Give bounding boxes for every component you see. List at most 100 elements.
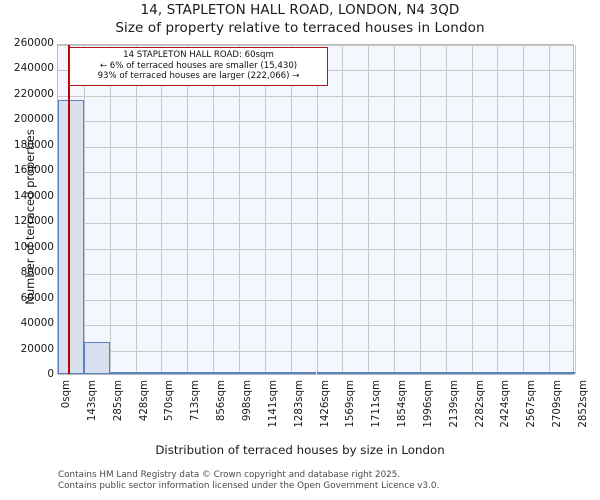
footer-line-1: Contains HM Land Registry data © Crown c…	[58, 470, 401, 480]
y-tick-label: 40000	[20, 317, 54, 330]
bar	[523, 372, 550, 374]
x-tick-label: 1141sqm	[267, 380, 279, 428]
chart-subtitle: Size of property relative to terraced ho…	[115, 20, 485, 36]
y-tick-label: 200000	[13, 113, 54, 126]
plot-area	[57, 44, 576, 375]
y-tick-label: 160000	[13, 164, 54, 177]
gridline-horizontal	[58, 121, 573, 123]
bar	[549, 372, 575, 374]
annotation-line-2: ← 6% of terraced houses are smaller (15,…	[99, 60, 298, 71]
bar	[187, 372, 214, 374]
x-tick-label: 428sqm	[138, 380, 150, 422]
gridline-horizontal	[58, 274, 573, 276]
property-marker-line	[68, 45, 70, 374]
gridline-vertical	[497, 45, 499, 374]
gridline-vertical	[290, 45, 292, 374]
gridline-vertical	[213, 45, 215, 374]
y-tick-label: 100000	[13, 240, 54, 253]
bar	[135, 372, 162, 374]
x-tick-label: 856sqm	[216, 380, 228, 422]
bar	[342, 372, 369, 374]
y-tick-label: 80000	[20, 266, 54, 279]
x-tick-label: 0sqm	[61, 380, 72, 409]
bar	[445, 372, 472, 374]
x-tick-label: 1426sqm	[319, 380, 331, 428]
gridline-vertical	[342, 45, 344, 374]
footer-attribution: Contains HM Land Registry data © Crown c…	[58, 470, 598, 491]
gridline-horizontal	[58, 325, 573, 327]
x-tick-label: 1569sqm	[345, 380, 357, 428]
bar	[264, 372, 291, 374]
gridline-vertical	[135, 45, 137, 374]
bar	[290, 372, 317, 374]
y-tick-label: 0	[47, 368, 54, 380]
gridline-vertical	[316, 45, 318, 374]
gridline-horizontal	[58, 95, 573, 97]
x-tick-label: 1996sqm	[422, 380, 434, 428]
gridline-horizontal	[58, 45, 573, 46]
x-tick-label: 2567sqm	[526, 380, 538, 428]
gridline-horizontal	[58, 350, 573, 352]
gridline-vertical	[368, 45, 370, 374]
x-tick-label: 2709sqm	[552, 380, 564, 428]
bar	[109, 372, 136, 374]
x-tick-label: 713sqm	[190, 380, 202, 422]
y-tick-label: 220000	[13, 87, 54, 100]
y-tick-label: 20000	[20, 342, 54, 355]
bar	[238, 372, 265, 374]
bar	[83, 341, 110, 374]
gridline-horizontal	[58, 172, 573, 174]
gridline-vertical	[549, 45, 551, 374]
gridline-vertical	[419, 45, 421, 374]
y-tick-label: 140000	[13, 189, 54, 202]
bar	[419, 372, 446, 374]
x-tick-label: 998sqm	[241, 380, 253, 422]
y-tick-label: 240000	[13, 62, 54, 75]
gridline-vertical	[445, 45, 447, 374]
gridline-vertical	[264, 45, 266, 374]
x-tick-label: 570sqm	[164, 380, 176, 422]
bar	[394, 372, 420, 374]
x-tick-label: 1711sqm	[371, 380, 383, 428]
gridline-vertical	[109, 45, 111, 374]
gridline-horizontal	[58, 197, 573, 199]
gridline-vertical	[523, 45, 525, 374]
annotation-line-3: 93% of terraced houses are larger (222,0…	[97, 71, 300, 82]
y-tick-label: 60000	[20, 291, 54, 304]
bar	[497, 372, 524, 374]
x-tick-label: 285sqm	[112, 380, 124, 422]
gridline-vertical	[238, 45, 240, 374]
bar	[161, 372, 188, 374]
x-axis-title: Distribution of terraced houses by size …	[155, 443, 445, 457]
x-tick-label: 2424sqm	[500, 380, 512, 428]
annotation-box: 14 STAPLETON HALL ROAD: 60sqm ← 6% of te…	[69, 47, 328, 86]
bar	[213, 372, 239, 374]
x-tick-label: 2852sqm	[578, 380, 589, 428]
gridline-vertical	[161, 45, 163, 374]
y-tick-label: 180000	[13, 138, 54, 151]
gridline-horizontal	[58, 299, 573, 301]
y-axis-tick-labels: 0 20000 40000 60000 80000 100000 120000 140000 1…	[0, 0, 54, 500]
gridline-horizontal	[58, 146, 573, 148]
x-tick-label: 1854sqm	[397, 380, 409, 428]
gridline-horizontal	[58, 248, 573, 250]
y-tick-label: 120000	[13, 215, 54, 228]
gridline-vertical	[187, 45, 189, 374]
x-tick-label: 143sqm	[86, 380, 98, 422]
bar	[368, 372, 395, 374]
gridline-vertical	[575, 45, 576, 374]
bar	[471, 372, 498, 374]
bar	[316, 372, 343, 374]
gridline-vertical	[471, 45, 473, 374]
gridline-horizontal	[58, 223, 573, 225]
x-tick-label: 2282sqm	[474, 380, 486, 428]
gridline-vertical	[394, 45, 396, 374]
x-tick-label: 2139sqm	[448, 380, 460, 428]
footer-line-2: Contains public sector information licen…	[58, 480, 440, 491]
annotation-line-1: 14 STAPLETON HALL ROAD: 60sqm	[123, 50, 274, 60]
gridline-vertical	[83, 45, 85, 374]
y-tick-label: 260000	[13, 37, 54, 49]
chart-title: 14, STAPLETON HALL ROAD, LONDON, N4 3QD	[140, 2, 460, 18]
x-tick-label: 1283sqm	[293, 380, 305, 428]
